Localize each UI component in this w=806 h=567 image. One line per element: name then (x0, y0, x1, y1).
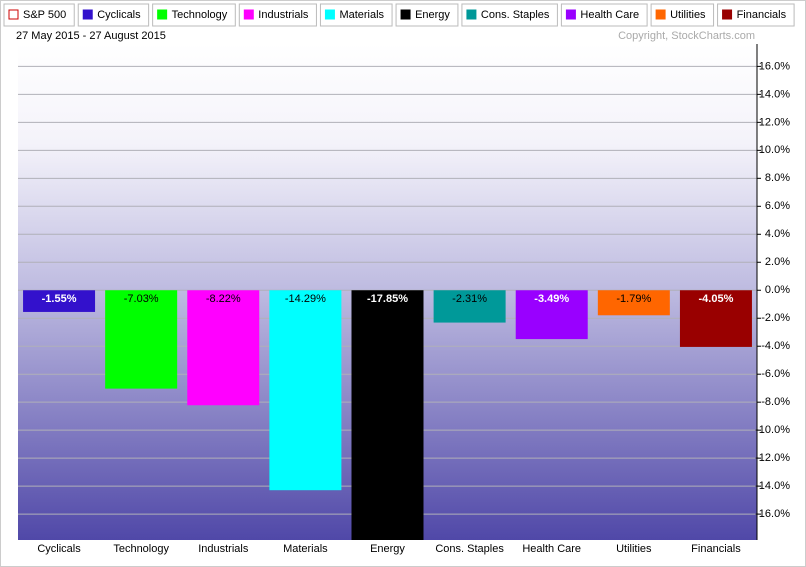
value-label: -2.31% (452, 293, 487, 305)
legend-swatch (565, 9, 576, 20)
legend-swatch (400, 9, 411, 20)
bar (597, 290, 670, 316)
legend-label: Technology (172, 9, 228, 21)
x-tick-label: Materials (283, 543, 328, 555)
bar (23, 290, 96, 312)
value-label: -17.85% (367, 293, 408, 305)
y-tick-label: 6.0% (765, 200, 790, 212)
legend-box (395, 3, 459, 27)
bar (105, 290, 178, 389)
bar (351, 290, 424, 540)
y-tick-label: -10.0% (755, 424, 790, 436)
y-tick-label: -2.0% (761, 312, 790, 324)
y-tick-label: 12.0% (759, 116, 790, 128)
legend-box (461, 3, 558, 27)
legend-item: Industrials (238, 3, 317, 27)
legend-swatch (655, 9, 666, 20)
legend-swatch (82, 9, 93, 20)
legend-label: Financials (737, 9, 787, 21)
legend-label: Materials (339, 9, 384, 21)
legend-label: Cyclicals (97, 9, 141, 21)
legend-swatch (722, 9, 733, 20)
legend-box (3, 3, 75, 27)
y-tick-label: -4.0% (761, 340, 790, 352)
bar (269, 290, 342, 491)
legend-item: Cyclicals (77, 3, 150, 27)
legend-box (560, 3, 648, 27)
bar (679, 290, 752, 347)
legend-item: Cons. Staples (461, 3, 558, 27)
y-tick-label: 10.0% (759, 144, 790, 156)
x-tick-label: Cons. Staples (435, 543, 504, 555)
value-label: -1.79% (616, 293, 651, 305)
y-tick-label: 16.0% (759, 60, 790, 72)
legend-label: Utilities (670, 9, 706, 21)
value-label: -4.05% (699, 293, 734, 305)
value-label: -1.55% (42, 293, 77, 305)
y-tick-label: -12.0% (755, 452, 790, 464)
y-tick-label: 0.0% (765, 284, 790, 296)
x-tick-label: Industrials (198, 543, 249, 555)
value-label: -8.22% (206, 293, 241, 305)
legend-label: Energy (415, 9, 450, 21)
y-tick-label: 4.0% (765, 228, 790, 240)
legend-label: S&P 500 (23, 9, 66, 21)
legend-swatch (466, 9, 477, 20)
bar (515, 290, 588, 340)
y-tick-label: -14.0% (755, 480, 790, 492)
legend-box (319, 3, 393, 27)
legend-item: Materials (319, 3, 393, 27)
bar (187, 290, 260, 406)
value-label: -7.03% (124, 293, 159, 305)
legend-swatch (243, 9, 254, 20)
bar (433, 290, 506, 323)
legend-label: Cons. Staples (481, 9, 550, 21)
y-tick-label: 8.0% (765, 172, 790, 184)
legend-box (717, 3, 795, 27)
legend-swatch (324, 9, 335, 20)
legend-box (238, 3, 317, 27)
legend-box (650, 3, 715, 27)
legend-item: Financials (717, 3, 795, 27)
x-tick-label: Health Care (522, 543, 581, 555)
value-label: -14.29% (285, 293, 326, 305)
legend-label: Health Care (580, 9, 639, 21)
legend-item: Health Care (560, 3, 648, 27)
y-tick-label: 2.0% (765, 256, 790, 268)
legend-box (77, 3, 150, 27)
credit: Copyright, StockCharts.com (618, 30, 755, 42)
y-tick-label: -8.0% (761, 396, 790, 408)
legend-box (152, 3, 236, 27)
legend-swatch (8, 9, 19, 20)
y-tick-label: -16.0% (755, 508, 790, 520)
x-tick-label: Energy (370, 543, 405, 555)
x-tick-label: Technology (113, 543, 169, 555)
legend-item: S&P 500 (3, 3, 75, 27)
legend-swatch (157, 9, 168, 20)
x-tick-label: Utilities (616, 543, 652, 555)
value-label: -3.49% (534, 293, 569, 305)
x-tick-label: Financials (691, 543, 741, 555)
legend-label: Industrials (258, 9, 309, 21)
legend-item: Utilities (650, 3, 715, 27)
subtitle: 27 May 2015 - 27 August 2015 (16, 30, 166, 42)
legend-item: Technology (152, 3, 236, 27)
legend-item: Energy (395, 3, 459, 27)
y-tick-label: 14.0% (759, 88, 790, 100)
x-tick-label: Cyclicals (37, 543, 81, 555)
y-tick-label: -6.0% (761, 368, 790, 380)
